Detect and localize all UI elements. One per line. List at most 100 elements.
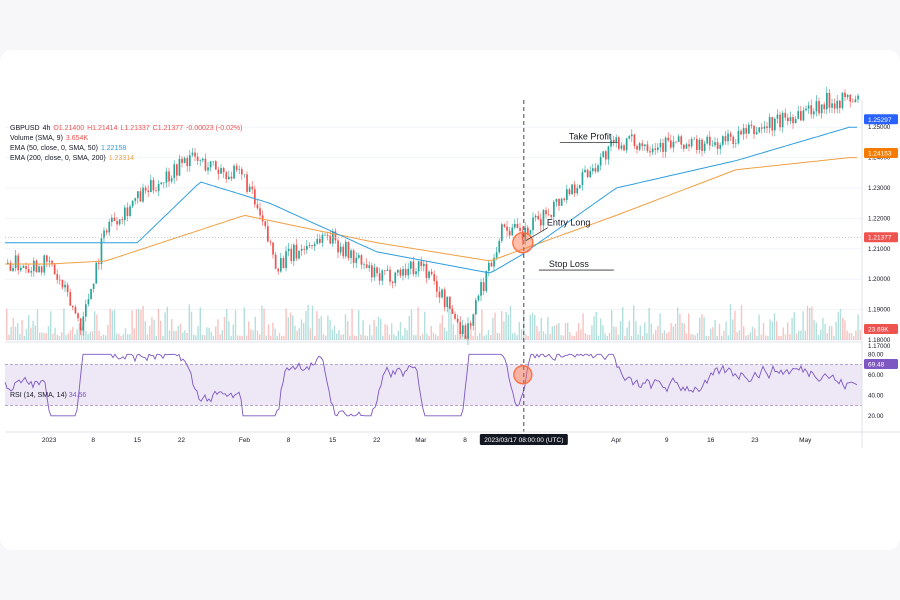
volume-bar	[450, 306, 452, 340]
candle	[534, 215, 537, 218]
volume-bar	[245, 335, 248, 340]
volume-bar	[320, 316, 322, 340]
volume-bar	[470, 322, 472, 340]
candle	[248, 186, 251, 192]
price-tick: 1.18000	[868, 337, 891, 344]
volume-bar	[307, 304, 309, 340]
volume-bar	[426, 333, 428, 340]
volume-bar	[333, 325, 336, 340]
legend-ema200[interactable]: EMA (200, close, 0, SMA, 200) 1.23314	[10, 154, 137, 163]
volume-bar	[10, 326, 12, 340]
candle	[410, 261, 412, 269]
candle	[742, 128, 745, 135]
legend-ema50[interactable]: EMA (50, close, 0, SMA, 50) 1.22158	[10, 144, 129, 153]
candle	[228, 176, 230, 180]
volume-bar	[666, 333, 668, 340]
time-tick: 16	[707, 437, 715, 444]
volume-bar	[745, 335, 747, 340]
volume-bar	[228, 321, 230, 340]
volume-bar	[322, 334, 325, 340]
candle	[217, 169, 220, 174]
crosshair-time-bg	[479, 434, 568, 445]
candle	[672, 141, 675, 148]
candle	[204, 158, 207, 171]
candle	[277, 268, 280, 272]
candle	[285, 251, 287, 269]
candle	[792, 117, 794, 124]
candle	[696, 138, 698, 150]
legend-volume-value: 3.654K	[65, 135, 89, 142]
volume-bar	[670, 323, 672, 340]
volume-bar	[551, 326, 553, 340]
volume-bar	[857, 314, 859, 340]
candle	[168, 171, 170, 182]
candle	[105, 230, 108, 233]
legend-high: H1.21414	[87, 125, 118, 132]
candle	[124, 207, 126, 221]
candle	[280, 257, 282, 272]
volume-bar	[263, 308, 265, 340]
volume-bar	[534, 314, 536, 340]
candle	[64, 284, 66, 288]
volume-bar	[828, 325, 831, 340]
volume-bar	[358, 310, 360, 340]
volume-bar	[498, 333, 501, 340]
candle	[282, 257, 285, 269]
candle	[467, 323, 469, 339]
volume-bar	[481, 309, 483, 340]
price-tag-ema200: 1.24153	[868, 151, 892, 158]
candle	[423, 263, 425, 267]
volume-bar	[633, 305, 635, 340]
candle	[202, 158, 204, 161]
volume-bar	[118, 334, 120, 340]
volume-bar	[375, 326, 377, 340]
volume-bar	[630, 335, 633, 340]
time-tick: 15	[329, 437, 337, 444]
candle	[363, 264, 365, 265]
volume-bar	[628, 320, 630, 340]
volume-bar	[743, 326, 745, 340]
volume-bar	[593, 316, 595, 340]
volume-bar	[831, 326, 833, 340]
legend-ema200-label: EMA (200, close, 0, SMA, 200)	[10, 155, 106, 162]
volume-bar	[855, 330, 857, 340]
candle	[568, 189, 571, 195]
candle	[849, 94, 852, 102]
candle	[519, 227, 521, 231]
volume-bar	[285, 308, 287, 340]
candle	[438, 291, 441, 298]
volume-bar	[186, 332, 188, 340]
candle	[433, 274, 436, 282]
candle	[690, 139, 693, 147]
candle	[571, 184, 573, 195]
candle	[787, 117, 789, 122]
candle	[602, 151, 605, 158]
legend-rsi[interactable]: RSI (14, SMA, 14) 34.56	[10, 392, 86, 399]
price-tick: 1.25000	[868, 124, 891, 131]
candle	[389, 269, 391, 282]
volume-bar	[116, 333, 118, 340]
volume-bar	[564, 323, 567, 340]
legend-symbol[interactable]: GBPUSD	[10, 125, 40, 132]
candle	[498, 240, 501, 253]
candle	[87, 299, 90, 305]
candle	[774, 118, 776, 131]
volume-bar	[661, 333, 663, 340]
volume-bar	[641, 335, 644, 340]
volume-bar	[127, 334, 129, 340]
time-tick: Apr	[611, 437, 622, 444]
candle	[66, 284, 69, 293]
candle	[17, 255, 20, 271]
candle	[573, 184, 576, 194]
volume-bar	[820, 329, 822, 340]
candle	[368, 265, 371, 268]
candle	[129, 206, 131, 216]
legend-volume[interactable]: Volume (SMA, 9) 3.654K	[10, 134, 91, 143]
volume-bar	[212, 335, 215, 340]
volume-bar	[791, 317, 793, 340]
candle	[350, 250, 352, 259]
volume-bar	[479, 332, 481, 340]
candle	[846, 94, 849, 98]
candle	[324, 234, 326, 236]
volume-bar	[281, 335, 283, 340]
